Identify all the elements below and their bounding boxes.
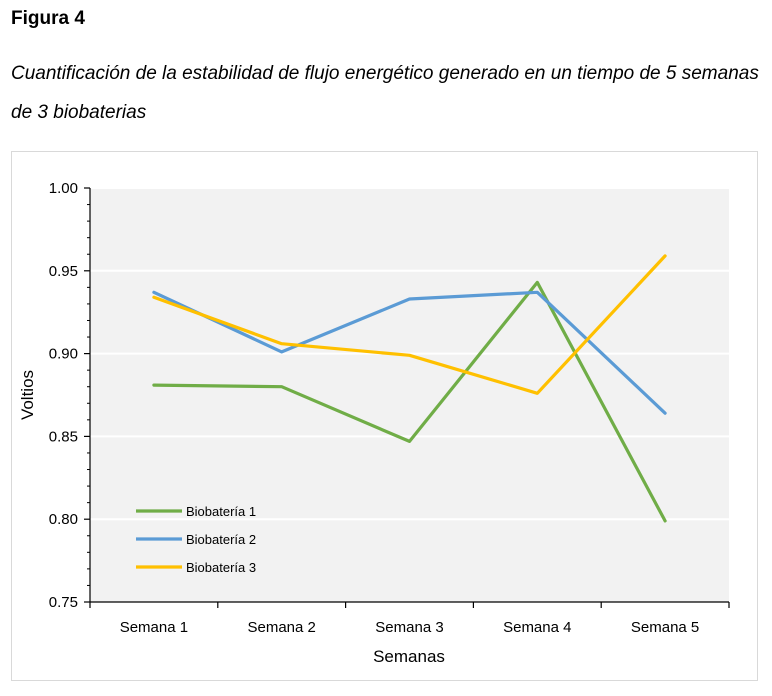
series-line-2 [152,290,667,415]
y-tick-label: 0.95 [49,263,78,280]
x-tick-label: Semana 5 [631,619,699,636]
figure-label: Figura 4 [11,8,85,29]
y-axis-title: Voltios [18,370,37,420]
legend-label: Biobatería 2 [186,532,256,547]
x-tick-label: Semana 3 [375,619,443,636]
line-chart: 0.75 0.80 0.85 0.90 0.95 1.00 Semana 1 Semana 2… [18,180,730,666]
series-line-3 [152,254,667,395]
x-tick-label: Semana 1 [120,619,188,636]
series-line-1 [152,280,667,523]
legend-label: Biobatería 3 [186,560,256,575]
x-tick-label: Semana 2 [248,619,316,636]
legend-label: Biobatería 1 [186,504,256,519]
x-tick-label: Semana 4 [503,619,571,636]
plot-area [90,188,729,602]
y-tick-label: 1.00 [49,180,78,197]
x-axis-title: Semanas [373,647,445,666]
chart-frame: 0.75 0.80 0.85 0.90 0.95 1.00 Semana 1 Semana 2… [11,151,758,681]
y-tick-label: 0.90 [49,346,78,363]
figure-caption: Cuantificación de la estabilidad de fluj… [11,63,759,123]
y-tick-label: 0.80 [49,511,78,528]
y-tick-label: 0.85 [49,428,78,445]
y-tick-label: 0.75 [49,594,78,611]
